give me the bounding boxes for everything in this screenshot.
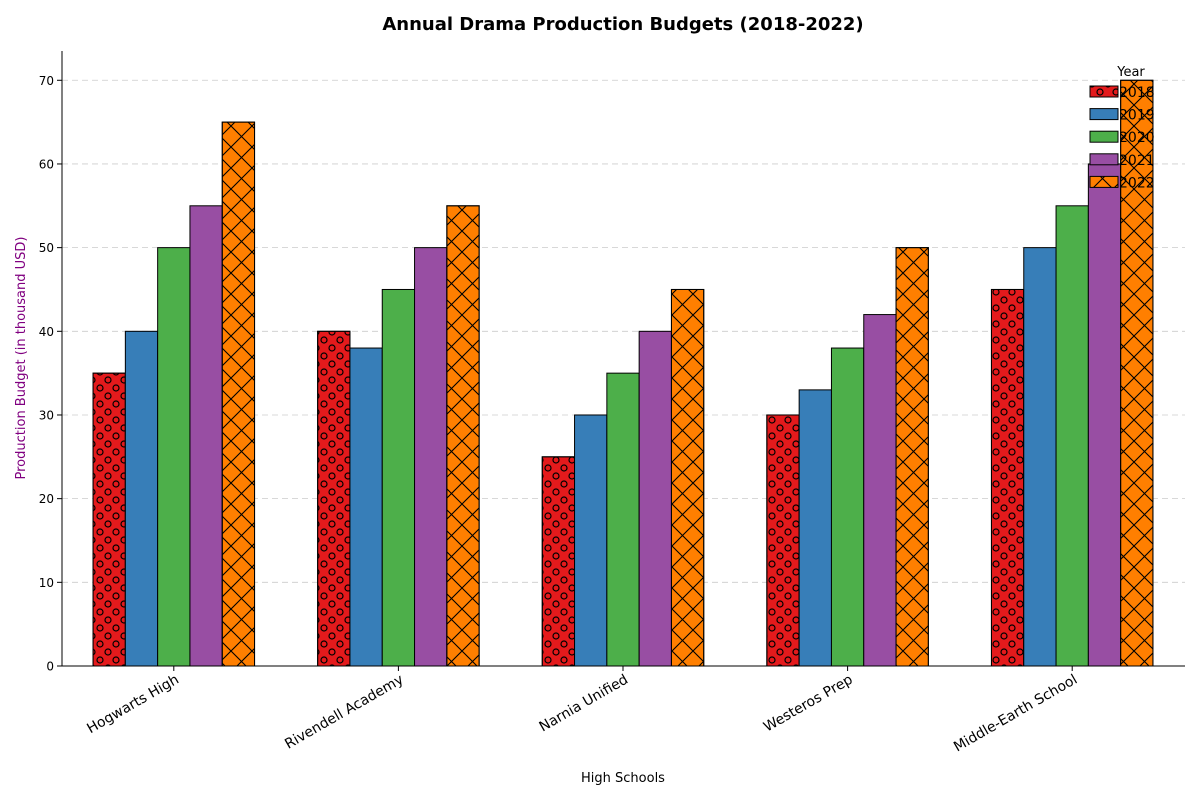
x-tick-label: Middle-Earth School	[951, 672, 1080, 756]
bar	[414, 247, 448, 667]
bars	[92, 79, 1154, 667]
y-tick-label: 10	[39, 576, 54, 590]
chart-title: Annual Drama Production Budgets (2018-20…	[382, 14, 863, 35]
legend-label: 2018	[1119, 85, 1155, 101]
x-axis-label: High Schools	[581, 771, 665, 786]
bar	[606, 372, 640, 667]
y-tick-label: 60	[39, 157, 54, 171]
bar-hatch	[766, 414, 800, 667]
bar	[574, 414, 608, 667]
legend-swatch	[1089, 130, 1119, 143]
bar	[863, 314, 897, 667]
legend-label: 2019	[1119, 108, 1155, 124]
legend: Year 2018 2019 2020 2021 2022	[1089, 65, 1155, 191]
bar	[124, 330, 159, 667]
legend-swatch-hatch	[1090, 176, 1118, 188]
bar	[830, 347, 865, 667]
bar-hatch	[541, 456, 576, 667]
bar-hatch	[670, 288, 705, 667]
legend-swatch-hatch	[1090, 86, 1118, 97]
legend-label: 2020	[1119, 130, 1155, 146]
legend-swatch	[1089, 108, 1119, 121]
bar-hatch	[990, 288, 1025, 667]
bar-hatch	[92, 372, 126, 667]
bar	[1023, 247, 1057, 667]
legend-title: Year	[1116, 65, 1145, 80]
bar	[381, 288, 416, 667]
y-tick-label: 40	[39, 325, 54, 339]
bar	[798, 389, 832, 667]
bar	[189, 205, 223, 667]
bar-hatch	[895, 247, 929, 667]
bar	[1055, 205, 1089, 667]
bar	[157, 247, 191, 667]
y-tick-label: 50	[39, 241, 54, 255]
legend-swatch	[1089, 153, 1119, 166]
bar	[1087, 163, 1122, 667]
y-tick-label: 30	[39, 408, 54, 422]
x-tick-label: Narnia Unified	[537, 672, 631, 736]
x-tick-label: Hogwarts High	[84, 672, 181, 737]
bar	[349, 347, 383, 667]
bar-hatch	[1120, 79, 1154, 667]
y-axis-label: Production Budget (in thousand USD)	[14, 237, 29, 480]
legend-label: 2021	[1119, 153, 1155, 169]
bar	[638, 330, 672, 667]
x-tick-label: Rivendell Academy	[282, 672, 406, 753]
y-tick-label: 70	[39, 74, 54, 88]
bar-hatch	[317, 330, 351, 667]
y-tick-label: 20	[39, 492, 54, 506]
y-tick-label: 0	[46, 660, 54, 674]
x-tick-label: Westeros Prep	[761, 672, 856, 736]
bar-hatch	[221, 121, 256, 667]
bar-hatch	[446, 205, 480, 667]
legend-label: 2022	[1119, 175, 1155, 191]
